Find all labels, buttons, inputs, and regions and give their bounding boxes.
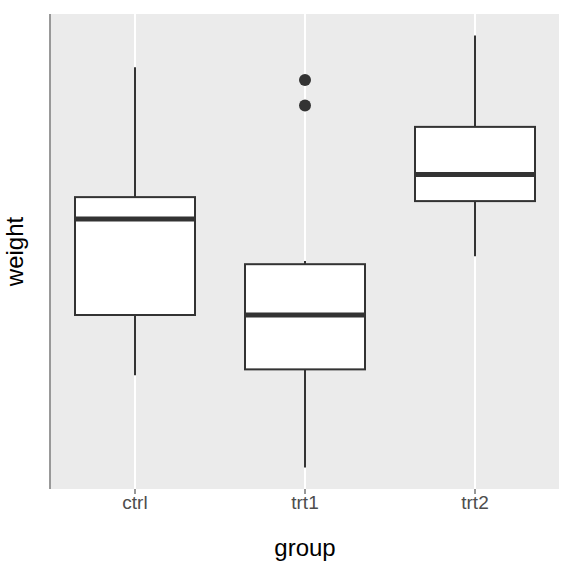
svg-text:group: group [274, 534, 335, 561]
svg-text:trt2: trt2 [461, 492, 488, 513]
svg-text:trt1: trt1 [291, 492, 318, 513]
svg-text:ctrl: ctrl [122, 492, 147, 513]
svg-text:weight: weight [8, 216, 28, 287]
